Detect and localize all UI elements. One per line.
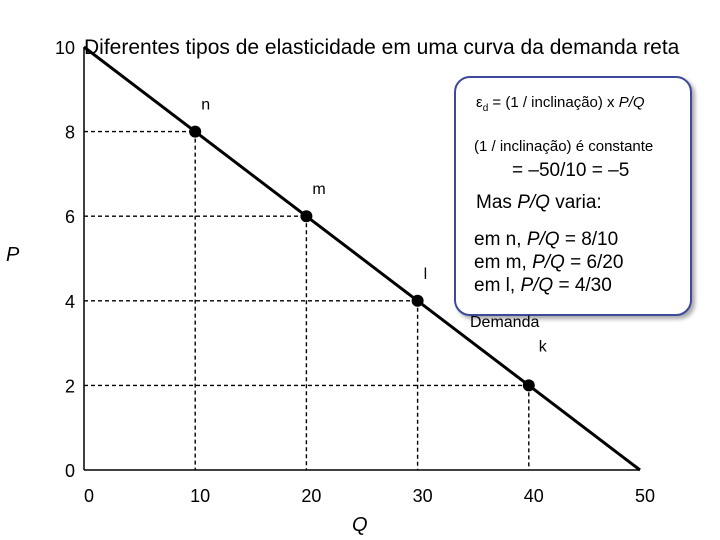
x-tick-label: 30 (413, 486, 433, 506)
slope-constant-note: (1 / inclinação) é constante (474, 138, 654, 155)
point-l (411, 294, 424, 307)
y-tick-label: 4 (65, 292, 75, 312)
pq-m-italic: P/Q (532, 252, 565, 273)
x-axis-label: Q (352, 514, 368, 536)
pq-l-prefix: em l, (474, 275, 521, 296)
demand-curve-line (83, 45, 641, 472)
y-tick-label: 6 (65, 207, 75, 227)
pq-n-prefix: em n, (474, 229, 527, 250)
pq-m-value: = 6/20 (564, 252, 624, 273)
pq-n-italic: P/Q (526, 229, 560, 250)
epsilon-symbol: ε (476, 94, 483, 111)
elasticity-formula: εd = (1 / inclinação) x P/Q (476, 94, 645, 114)
point-label-l: l (424, 266, 428, 283)
epsilon-subscript: d (482, 103, 489, 114)
chart-title: Diferentes tipos de elasticidade em uma … (84, 36, 680, 59)
x-tick-label: 20 (301, 486, 321, 506)
x-tick-label: 50 (635, 486, 655, 506)
y-tick-label: 8 (65, 123, 75, 143)
pq-varies-suffix: varia: (549, 192, 602, 213)
y-tick-label: 2 (65, 376, 75, 396)
formula-pq: P/Q (618, 94, 645, 111)
point-k (522, 379, 535, 392)
point-label-n: n (201, 97, 210, 114)
elasticity-callout-box (454, 76, 692, 316)
y-tick-label: 0 (65, 461, 75, 481)
demand-curve-label: Demanda (470, 314, 540, 331)
pq-varies-prefix: Mas (476, 192, 518, 213)
pq-varies-italic: P/Q (517, 192, 550, 213)
x-tick-label: 40 (524, 486, 544, 506)
y-tick-label: 10 (55, 38, 75, 58)
pq-m-prefix: em m, (474, 252, 533, 273)
point-m (300, 210, 313, 223)
point-label-m: m (312, 181, 325, 198)
point-n (189, 125, 202, 138)
y-axis-label: P (6, 244, 20, 266)
point-label-k: k (539, 338, 548, 355)
slope-value: = –50/10 = –5 (512, 160, 630, 181)
pq-at-l: em l, P/Q = 4/30 (474, 274, 612, 297)
pq-l-value: = 4/30 (553, 275, 612, 296)
x-tick-label: 10 (190, 486, 210, 506)
pq-n-value: = 8/10 (559, 229, 619, 250)
pq-at-n: em n, P/Q = 8/10 (474, 228, 618, 251)
pq-l-italic: P/Q (520, 275, 554, 296)
pq-at-m: em m, P/Q = 6/20 (474, 251, 623, 274)
formula-text: = (1 / inclinação) x (488, 94, 619, 111)
pq-varies-note: Mas P/Q varia: (476, 192, 602, 214)
x-tick-label: 0 (84, 486, 94, 506)
